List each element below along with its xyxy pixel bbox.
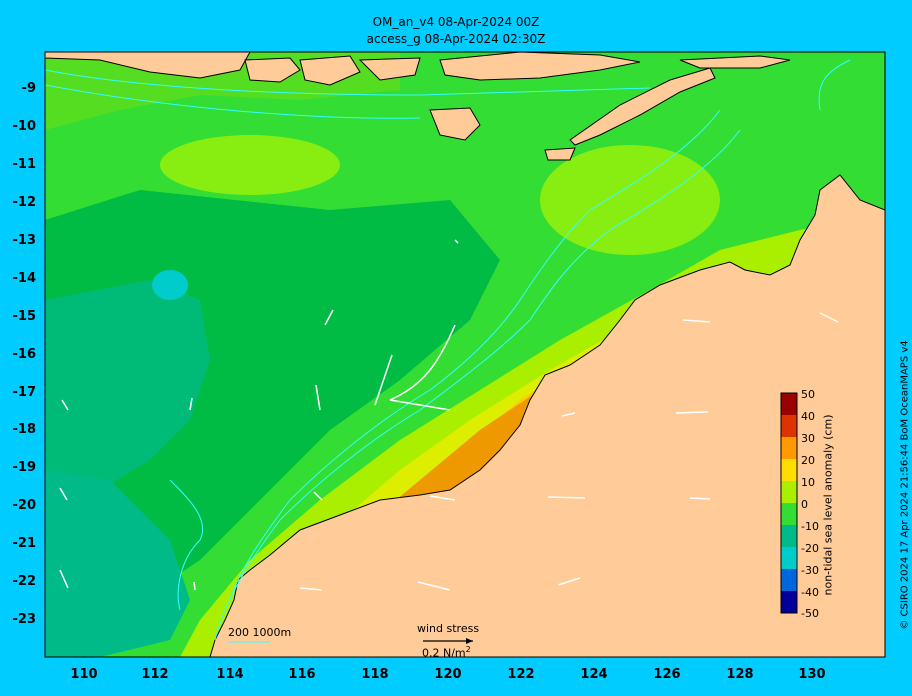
colorbar-tick-label: 20 xyxy=(801,454,815,467)
lon-tick-label: 120 xyxy=(434,667,462,682)
wind-arrow xyxy=(429,495,456,501)
colorbar-tick-label: 50 xyxy=(801,388,815,401)
lat-tick-label: -18 xyxy=(12,422,37,437)
lon-tick-label: 110 xyxy=(70,667,98,682)
wind-stress-arrows xyxy=(59,239,839,591)
colorbar-tick-label: 0 xyxy=(801,498,808,511)
lon-tick-label: 128 xyxy=(726,667,754,682)
lat-tick-label: -12 xyxy=(12,195,37,210)
lon-tick-label: 122 xyxy=(507,667,535,682)
lat-tick-label: -21 xyxy=(12,536,37,551)
wind-arrow xyxy=(313,491,323,501)
lat-tick-label: -13 xyxy=(12,233,37,248)
colorbar-tick-label: 30 xyxy=(801,432,815,445)
lat-tick-label: -9 xyxy=(21,81,36,96)
lat-tick-label: -15 xyxy=(12,309,37,324)
wind-arrow xyxy=(675,411,709,414)
wind-stress-label: wind stress xyxy=(417,622,480,635)
wind-arrow xyxy=(193,581,196,591)
wind-arrow xyxy=(374,354,393,406)
wind-arrow xyxy=(689,497,711,500)
lon-tick-label: 114 xyxy=(216,667,244,682)
colorbar-title: non-tidal sea level anomaly (cm) xyxy=(821,414,835,596)
wind-arrow xyxy=(315,384,321,411)
wind-arrow xyxy=(389,399,451,411)
lon-tick-label: 118 xyxy=(361,667,389,682)
colorbar-tick-label: 40 xyxy=(801,410,815,423)
wind-arrow xyxy=(417,581,451,591)
credit-text: © CSIRO 2024 17 Apr 2024 21:56:44 BoM Oc… xyxy=(899,340,911,630)
lon-tick-label: 126 xyxy=(653,667,681,682)
wind-arrow xyxy=(682,319,711,323)
wind-arrow xyxy=(561,412,576,417)
lat-tick-label: -10 xyxy=(12,119,37,134)
colorbar-tick-label: -50 xyxy=(801,607,819,620)
wind-arrow xyxy=(389,324,456,401)
lat-tick-label: -19 xyxy=(12,460,37,475)
lon-tick-label: 116 xyxy=(288,667,316,682)
map-frame xyxy=(44,51,886,658)
wind-arrow xyxy=(189,397,193,411)
colorbar-tick-label: -40 xyxy=(801,586,819,599)
colorbar-tick-label: -20 xyxy=(801,542,819,555)
lat-tick-label: -14 xyxy=(12,271,37,286)
lon-tick-label: 124 xyxy=(580,667,608,682)
colorbar xyxy=(780,392,798,614)
wind-scale-label: 0.2 N/m2 xyxy=(422,645,471,660)
wind-scale-arrowhead xyxy=(466,638,473,644)
wind-arrow xyxy=(454,239,459,244)
map-title-line1: OM_an_v4 08-Apr-2024 00Z xyxy=(372,15,540,29)
wind-arrow xyxy=(59,569,69,589)
lat-tick-label: -11 xyxy=(12,157,37,172)
lon-tick-label: 112 xyxy=(141,667,169,682)
lat-tick-label: -17 xyxy=(12,385,37,400)
wind-arrow xyxy=(547,496,586,499)
map-title-line2: access_g 08-Apr-2024 02:30Z xyxy=(366,32,546,46)
contour-legend-label: 200 1000m xyxy=(228,626,292,639)
colorbar-tick-label: -30 xyxy=(801,564,819,577)
colorbar-tick-label: -10 xyxy=(801,520,819,533)
lat-tick-label: -23 xyxy=(12,612,37,627)
wind-arrow xyxy=(819,312,839,323)
wind-arrow xyxy=(557,577,581,586)
wind-arrow xyxy=(61,399,69,411)
wind-arrow xyxy=(324,309,334,326)
wind-arrow xyxy=(299,587,323,591)
lat-tick-label: -20 xyxy=(12,498,37,513)
lon-tick-label: 130 xyxy=(798,667,826,682)
wind-arrow xyxy=(59,487,68,501)
lat-tick-label: -16 xyxy=(12,347,37,362)
colorbar-tick-label: 10 xyxy=(801,476,815,489)
lat-tick-label: -22 xyxy=(12,574,37,589)
